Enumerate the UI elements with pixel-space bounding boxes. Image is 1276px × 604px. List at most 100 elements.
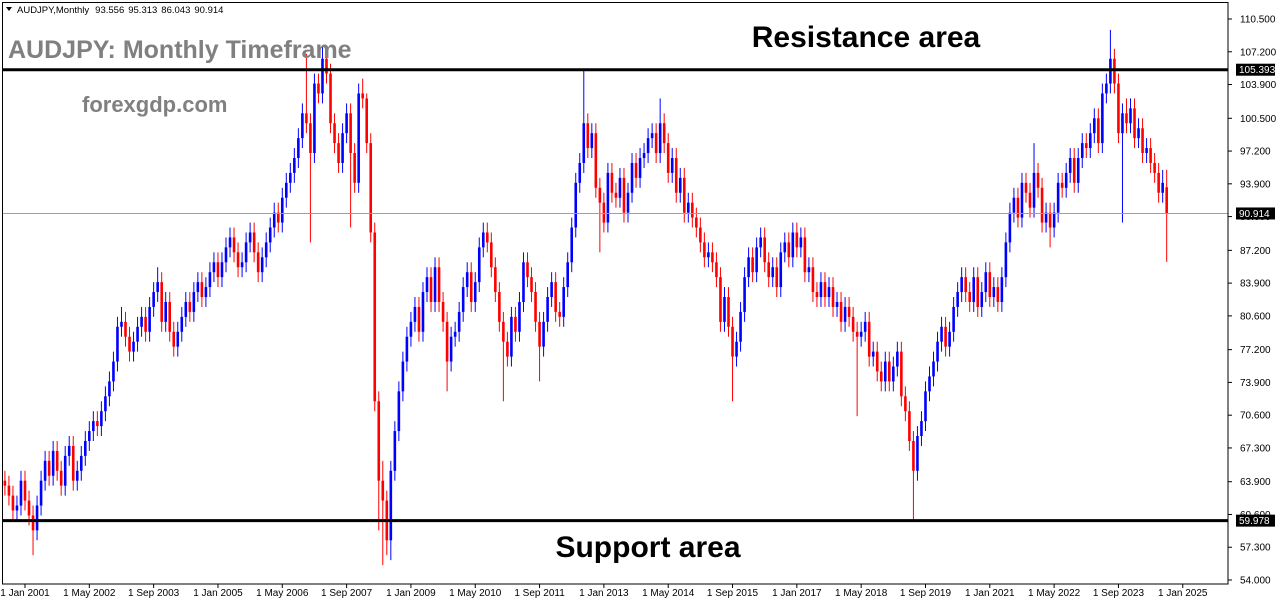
y-tick-label: 77.200 — [1240, 345, 1271, 356]
candle-body — [35, 505, 39, 531]
candle-body — [196, 282, 200, 293]
candle-body — [321, 58, 324, 94]
candle-body — [1137, 128, 1140, 139]
levels — [3, 68, 1228, 523]
candle-body — [662, 123, 666, 144]
candle-body — [1012, 197, 1016, 213]
candle-body — [136, 326, 139, 342]
candle-body — [666, 143, 670, 173]
candle-body — [1097, 118, 1100, 144]
y-tick-label: 107.200 — [1240, 47, 1276, 58]
candle-body — [751, 257, 754, 273]
x-tick-label: 1 Jan 2005 — [193, 588, 243, 599]
candle-body — [502, 321, 505, 342]
candle-body — [558, 311, 561, 317]
candle-body — [289, 172, 292, 183]
candle-body — [124, 321, 127, 337]
candle-body — [469, 272, 473, 302]
candle-body — [1036, 172, 1040, 188]
candle-body — [988, 272, 992, 298]
candle-body — [1052, 212, 1056, 228]
candle-body — [365, 98, 368, 144]
candle-body — [851, 316, 855, 332]
y-tick-label: 80.600 — [1240, 311, 1271, 322]
candle-body — [526, 262, 529, 278]
candle-body — [867, 321, 871, 357]
candle-body — [108, 381, 111, 397]
candle-body — [421, 292, 425, 332]
candle-body — [132, 341, 135, 352]
candles — [3, 29, 1168, 566]
candle-body — [879, 371, 883, 382]
candle-body — [88, 431, 91, 441]
candle-body — [956, 292, 959, 307]
candle-body — [120, 321, 123, 327]
candle-body — [477, 247, 481, 283]
candle-body — [47, 460, 51, 476]
candle-body — [313, 83, 316, 154]
candle-body — [843, 306, 847, 322]
candle-body — [614, 192, 618, 198]
candle-body — [606, 172, 610, 223]
resistance-price-box-label: 105.393 — [1239, 65, 1276, 76]
candle-body — [405, 336, 409, 362]
candle-body — [1040, 187, 1044, 223]
candle-body — [534, 292, 537, 322]
candle-body — [92, 421, 95, 432]
candle-body — [574, 182, 578, 228]
candle-body — [329, 73, 332, 124]
candle-body — [1153, 162, 1156, 173]
candle-body — [55, 450, 59, 471]
candle-body — [1044, 212, 1048, 223]
candle-body — [948, 331, 951, 347]
candle-body — [755, 247, 758, 273]
candle-body — [373, 232, 377, 402]
candle-body — [972, 277, 976, 302]
candle-body — [654, 133, 658, 154]
candle-body — [920, 421, 923, 437]
candle-body — [506, 341, 509, 357]
candle-body — [1089, 133, 1092, 149]
candle-body — [345, 113, 348, 134]
candle-body — [811, 267, 815, 293]
candle-body — [739, 311, 742, 342]
candle-body — [441, 301, 445, 322]
candle-body — [1121, 113, 1124, 134]
candle-body — [1028, 192, 1032, 208]
candle-body — [940, 326, 943, 342]
candle-body — [1129, 108, 1132, 124]
candle-body — [236, 252, 240, 268]
candle-body — [530, 277, 533, 293]
candle-body — [256, 252, 260, 273]
candle-body — [823, 282, 827, 298]
y-tick-label: 87.200 — [1240, 246, 1271, 257]
candle-body — [417, 306, 421, 332]
candle-body — [799, 237, 803, 248]
candle-body — [305, 113, 308, 124]
candle-body — [783, 242, 787, 253]
candle-body — [180, 316, 184, 332]
x-tick-label: 1 Sep 2019 — [900, 588, 952, 599]
support-price-box — [1236, 514, 1275, 527]
y-tick-label: 93.900 — [1240, 179, 1271, 190]
candle-body — [682, 177, 686, 213]
candle-body — [301, 113, 304, 139]
candle-body — [924, 391, 927, 422]
candle-body — [992, 287, 996, 298]
candle-body — [164, 301, 167, 322]
candle-body — [204, 287, 208, 298]
candle-body — [116, 326, 119, 362]
candle-body — [883, 361, 887, 382]
candle-body — [1105, 83, 1108, 94]
symbol-header: AUDJPY,Monthly 93.556 95.313 86.043 90.914 — [17, 5, 223, 16]
candle-body — [128, 336, 131, 352]
candle-body — [888, 361, 891, 382]
candle-body — [457, 311, 461, 332]
candle-body — [437, 267, 441, 302]
candle-body — [691, 202, 694, 218]
candle-body — [1157, 172, 1160, 193]
candle-body — [743, 277, 746, 312]
candle-body — [562, 287, 565, 317]
